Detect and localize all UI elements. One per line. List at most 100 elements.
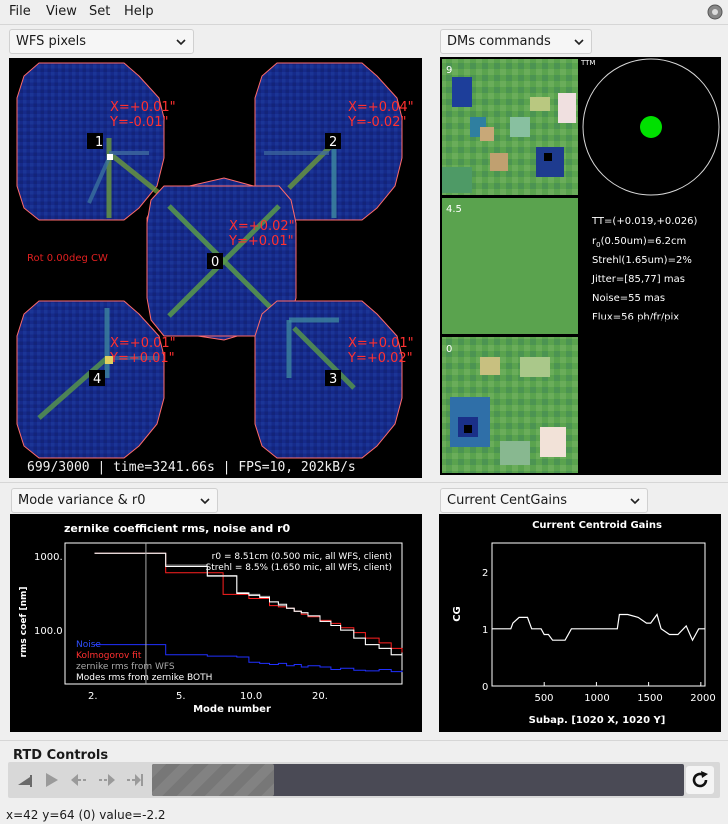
ttm-label: TTM: [580, 59, 595, 67]
menu-view[interactable]: View: [46, 4, 77, 19]
subaperture-2: [254, 62, 403, 221]
subaperture-0: [146, 177, 297, 341]
modevar-title: zernike coefficient rms, noise and r0: [64, 522, 290, 535]
subap-x-1: X=+0.01": [110, 100, 176, 115]
gains-xlabel: Subap. [1020 X, 1020 Y]: [529, 715, 666, 726]
dms-view-selector-label: DMs commands: [447, 34, 551, 49]
gains-view-selector-label: Current CentGains: [447, 493, 568, 508]
modevar-chart-panel: zernike coefficient rms, noise and r0 rm…: [10, 514, 422, 732]
section-separator: [0, 482, 728, 483]
gains-ytick-2: 2: [482, 568, 488, 579]
modevar-ylabel: rms coef [nm]: [19, 587, 29, 658]
subap-y-0: Y=+0.01": [228, 234, 294, 249]
dms-view-selector[interactable]: DMs commands: [440, 29, 592, 54]
subap-id-3: 3: [329, 372, 337, 387]
gains-chart-panel: Current Centroid Gains CG Subap. [1020 X…: [439, 514, 721, 732]
timeline-slider[interactable]: [152, 764, 684, 796]
subap-id-2: 2: [329, 135, 337, 150]
step-back-icon[interactable]: [68, 769, 90, 791]
modevar-ytick-1000: 1000.: [34, 552, 63, 563]
dm-label-1: 9: [446, 65, 452, 76]
dm-map-1: [442, 59, 578, 195]
chevron-down-icon: [176, 39, 186, 46]
wfs-footer: 699/3000 | time=3241.66s | FPS=10, 202kB…: [27, 460, 356, 475]
menu-file[interactable]: File: [9, 4, 31, 19]
dm-map-3: [442, 337, 578, 473]
legend-both: Modes rms from zernike BOTH: [76, 673, 212, 683]
chevron-down-icon: [630, 498, 640, 505]
menubar-separator: [0, 24, 728, 25]
dm-label-2: 4.5: [446, 204, 462, 215]
subap-x-4: X=+0.01": [110, 336, 176, 351]
skip-end-icon[interactable]: [124, 769, 146, 791]
modevar-plot-frame: [64, 542, 403, 685]
modevar-series-group: [94, 543, 403, 684]
modevar-both-series: [94, 552, 403, 657]
rtd-controls-label: RTD Controls: [13, 748, 109, 763]
refresh-icon: [692, 771, 708, 788]
rtd-toolbar: [8, 762, 720, 798]
modevar-xlabel: Mode number: [193, 704, 271, 715]
dms-canvas: 9 4.5 0 TTM TT=(+0.019,+0.026) r0(0.50um…: [442, 58, 720, 473]
menubar: File View Set Help: [0, 0, 728, 24]
noise-value: Noise=55 mas: [592, 293, 665, 304]
step-forward-icon[interactable]: [96, 769, 118, 791]
legend-wfs: zernike rms from WFS: [76, 662, 175, 672]
modevar-xtick-20: 20.: [312, 691, 328, 702]
subap-id-4: 4: [93, 372, 101, 387]
status-bar: x=42 y=64 (0) value=-2.2: [6, 808, 166, 822]
play-icon[interactable]: [40, 769, 62, 791]
modevar-ytick-100: 100.0: [34, 626, 63, 637]
subap-id-1: 1: [95, 135, 103, 150]
wfs-view-selector-label: WFS pixels: [16, 34, 87, 49]
dm-label-3: 0: [446, 344, 452, 355]
menu-set[interactable]: Set: [89, 4, 111, 19]
subap-id-0: 0: [211, 255, 219, 270]
subap-x-2: X=+0.04": [348, 100, 414, 115]
gains-chart: Current Centroid Gains CG Subap. [1020 X…: [452, 520, 716, 726]
gains-plot-frame: [491, 542, 706, 687]
modevar-chart: zernike coefficient rms, noise and r0 rm…: [19, 522, 403, 715]
legend-noise: Noise: [76, 640, 101, 650]
modevar-view-selector-label: Mode variance & r0: [18, 493, 146, 508]
subaperture-4: [16, 300, 165, 459]
timeline-slider-thumb[interactable]: [152, 764, 274, 796]
gains-series-line: [492, 613, 705, 642]
gains-view-selector[interactable]: Current CentGains: [440, 488, 648, 513]
menu-help[interactable]: Help: [124, 4, 154, 19]
wfs-view-selector[interactable]: WFS pixels: [9, 29, 194, 54]
wfs-pixels-panel[interactable]: 1 X=+0.01" Y=-0.01" 2 X=+0.04" Y=-0.02" …: [9, 58, 422, 478]
subap-y-3: Y=+0.02": [347, 351, 413, 366]
app-icon: [707, 4, 723, 20]
modevar-r0-info: r0 = 8.51cm (0.500 mic, all WFS, client): [212, 552, 392, 562]
subaperture-1: [16, 62, 165, 221]
flux-value: Flux=56 ph/fr/pix: [592, 312, 679, 323]
chevron-down-icon: [200, 498, 210, 505]
r0-value: r0(0.50um)=6.2cm: [592, 236, 686, 249]
legend-kolmogorov: Kolmogorov fit: [76, 651, 142, 661]
record-icon[interactable]: [14, 769, 36, 791]
modevar-xtick-2: 2.: [88, 691, 98, 702]
chevron-down-icon: [574, 39, 584, 46]
ttm-map: [580, 58, 720, 196]
modevar-xtick-10: 10.0: [240, 691, 262, 702]
rtd-separator: [0, 740, 728, 741]
gains-xtick-500: 500: [534, 693, 553, 704]
gains-xtick-1000: 1000: [584, 693, 609, 704]
modevar-noise-series: [94, 644, 403, 673]
modevar-strehl-info: Strehl = 8.5% (1.650 mic, all WFS, clien…: [205, 563, 392, 573]
modevar-view-selector[interactable]: Mode variance & r0: [11, 488, 218, 513]
dms-panel[interactable]: 9 4.5 0 TTM TT=(+0.019,+0.026) r0(0.50um…: [440, 57, 721, 475]
refresh-button[interactable]: [686, 766, 714, 794]
modevar-xtick-5: 5.: [176, 691, 186, 702]
wfs-pixels-canvas: 1 X=+0.01" Y=-0.01" 2 X=+0.04" Y=-0.02" …: [16, 62, 414, 475]
subap-y-1: Y=-0.01": [109, 115, 168, 130]
subap-x-0: X=+0.02": [229, 219, 295, 234]
gains-xtick-2000: 2000: [690, 693, 715, 704]
gains-ytick-0: 0: [482, 682, 488, 693]
dm-map-2: [442, 198, 578, 334]
rotation-label: Rot 0.00deg CW: [27, 253, 108, 264]
gains-xtick-1500: 1500: [637, 693, 662, 704]
tt-value: TT=(+0.019,+0.026): [591, 216, 698, 227]
subap-y-4: Y=+0.01": [109, 351, 175, 366]
